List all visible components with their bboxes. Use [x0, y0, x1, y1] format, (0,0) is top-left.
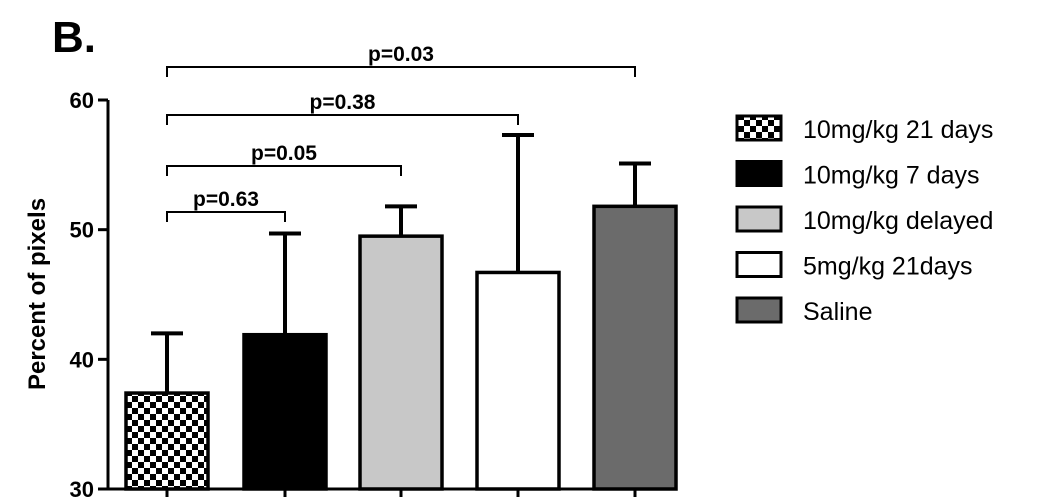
y-tick-label: 50 [70, 218, 94, 243]
legend-swatch [735, 205, 783, 233]
bar [242, 332, 328, 491]
y-tick-label: 60 [70, 88, 94, 113]
y-tick-label: 30 [70, 477, 94, 502]
significance-bracket [166, 211, 286, 222]
legend-swatch [735, 296, 783, 324]
y-axis-label: Percent of pixels [24, 198, 51, 390]
bar [592, 204, 678, 491]
p-value-label: p=0.63 [193, 188, 259, 211]
legend-label: 5mg/kg 21days [803, 253, 973, 281]
significance-bracket [166, 165, 402, 176]
bar [124, 391, 210, 491]
legend-swatch [735, 251, 783, 278]
bar [475, 270, 561, 491]
p-value-label: p=0.38 [310, 91, 376, 114]
legend-label: Saline [803, 298, 873, 326]
panel-label: B. [52, 13, 96, 62]
significance-bracket [166, 114, 519, 125]
significance-bracket [166, 66, 636, 77]
legend-label: 10mg/kg delayed [803, 207, 993, 235]
y-tick-label: 40 [70, 347, 94, 372]
bar [358, 234, 444, 491]
legend-swatch [735, 160, 783, 187]
legend-label: 10mg/kg 21 days [803, 116, 993, 144]
p-value-label: p=0.05 [251, 142, 317, 165]
legend-swatch [735, 114, 783, 142]
p-value-label: p=0.03 [368, 43, 434, 66]
legend-label: 10mg/kg 7 days [803, 162, 980, 190]
